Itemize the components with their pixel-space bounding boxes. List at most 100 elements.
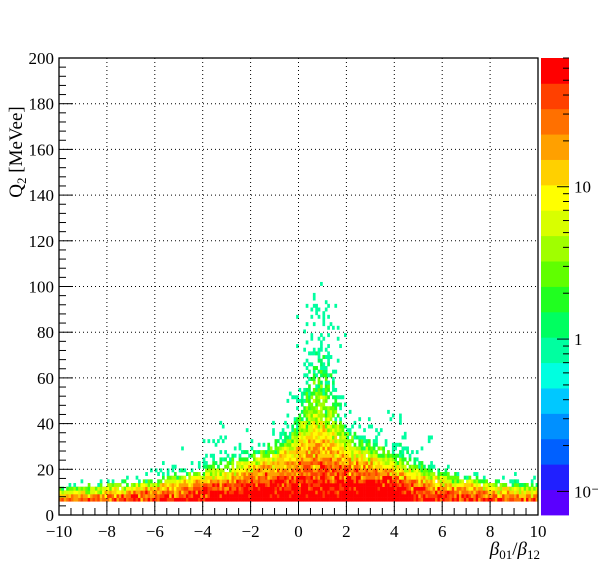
heatmap-cell bbox=[375, 465, 378, 469]
heatmap-cell bbox=[294, 494, 297, 498]
heatmap-cell bbox=[370, 450, 373, 454]
heatmap-cell bbox=[322, 370, 325, 374]
heatmap-cell bbox=[337, 483, 340, 487]
heatmap-cell bbox=[327, 421, 330, 425]
heatmap-cell bbox=[390, 498, 393, 502]
heatmap-cell bbox=[310, 457, 313, 461]
heatmap-cell bbox=[411, 450, 414, 454]
heatmap-cell bbox=[275, 487, 278, 491]
heatmap-cell bbox=[97, 487, 100, 491]
heatmap-cell bbox=[320, 487, 323, 491]
heatmap-cell bbox=[270, 487, 273, 491]
heatmap-cell bbox=[327, 384, 330, 388]
heatmap-cell bbox=[138, 490, 141, 494]
heatmap-cell bbox=[334, 476, 337, 480]
heatmap-cell bbox=[294, 476, 297, 480]
heatmap-cell bbox=[282, 432, 285, 436]
heatmap-cell bbox=[310, 461, 313, 465]
heatmap-cell bbox=[128, 490, 131, 494]
heatmap-cell bbox=[318, 494, 321, 498]
heatmap-cell bbox=[469, 476, 472, 480]
heatmap-cell bbox=[303, 425, 306, 429]
heatmap-cell bbox=[320, 421, 323, 425]
heatmap-cell bbox=[370, 483, 373, 487]
heatmap-cell bbox=[449, 483, 452, 487]
heatmap-cell bbox=[512, 494, 515, 498]
heatmap-cell bbox=[478, 490, 481, 494]
heatmap-cell bbox=[413, 472, 416, 476]
heatmap-cell bbox=[411, 490, 414, 494]
heatmap-cell bbox=[461, 479, 464, 483]
heatmap-cell bbox=[322, 457, 325, 461]
heatmap-cell bbox=[392, 476, 395, 480]
heatmap-cell bbox=[217, 479, 220, 483]
heatmap-cell bbox=[212, 468, 215, 472]
heatmap-cell bbox=[136, 498, 139, 502]
heatmap-cell bbox=[390, 487, 393, 491]
heatmap-cell bbox=[349, 454, 352, 458]
heatmap-cell bbox=[351, 457, 354, 461]
heatmap-cell bbox=[306, 381, 309, 385]
heatmap-cell bbox=[231, 465, 234, 469]
heatmap-cell bbox=[313, 432, 316, 436]
heatmap-cell bbox=[310, 315, 313, 319]
heatmap-cell bbox=[330, 483, 333, 487]
heatmap-cell bbox=[330, 465, 333, 469]
heatmap-cell bbox=[330, 446, 333, 450]
heatmap-cell bbox=[222, 425, 225, 429]
heatmap-cell bbox=[327, 395, 330, 399]
heatmap-cell bbox=[275, 479, 278, 483]
heatmap-cell bbox=[385, 461, 388, 465]
heatmap-cell bbox=[363, 487, 366, 491]
heatmap-cell bbox=[303, 329, 306, 333]
heatmap-cell bbox=[90, 494, 93, 498]
heatmap-cell bbox=[224, 465, 227, 469]
heatmap-cell bbox=[227, 483, 230, 487]
heatmap-cell bbox=[315, 366, 318, 370]
heatmap-cell bbox=[263, 454, 266, 458]
heatmap-cell bbox=[430, 476, 433, 480]
heatmap-cell bbox=[327, 344, 330, 348]
heatmap-cell bbox=[507, 487, 510, 491]
heatmap-cell bbox=[299, 388, 302, 392]
heatmap-cell bbox=[284, 476, 287, 480]
heatmap-cell bbox=[504, 483, 507, 487]
heatmap-cell bbox=[497, 487, 500, 491]
heatmap-cell bbox=[88, 490, 91, 494]
heatmap-cell bbox=[483, 476, 486, 480]
heatmap-cell bbox=[330, 479, 333, 483]
heatmap-cell bbox=[169, 476, 172, 480]
heatmap-cell bbox=[318, 410, 321, 414]
heatmap-cell bbox=[301, 476, 304, 480]
heatmap-cell bbox=[502, 490, 505, 494]
heatmap-cell bbox=[291, 494, 294, 498]
heatmap-cell bbox=[416, 494, 419, 498]
heatmap-cell bbox=[229, 461, 232, 465]
heatmap-cell bbox=[188, 487, 191, 491]
heatmap-cell bbox=[315, 410, 318, 414]
heatmap-cell bbox=[334, 428, 337, 432]
heatmap-cell bbox=[188, 472, 191, 476]
heatmap-cell bbox=[322, 362, 325, 366]
heatmap-cell bbox=[308, 487, 311, 491]
heatmap-cell bbox=[401, 476, 404, 480]
heatmap-cell bbox=[260, 465, 263, 469]
heatmap-cell bbox=[143, 483, 146, 487]
heatmap-cell bbox=[327, 315, 330, 319]
heatmap-cell bbox=[114, 494, 117, 498]
heatmap-cell bbox=[363, 446, 366, 450]
heatmap-cell bbox=[387, 476, 390, 480]
heatmap-cell bbox=[229, 472, 232, 476]
heatmap-cell bbox=[327, 355, 330, 359]
heatmap-cell bbox=[212, 454, 215, 458]
heatmap-cell bbox=[404, 494, 407, 498]
heatmap-cell bbox=[509, 479, 512, 483]
heatmap-cell bbox=[308, 370, 311, 374]
heatmap-cell bbox=[287, 435, 290, 439]
heatmap-cell bbox=[375, 457, 378, 461]
heatmap-cell bbox=[162, 498, 165, 502]
heatmap-cell bbox=[260, 487, 263, 491]
heatmap-cell bbox=[531, 498, 534, 502]
heatmap-cell bbox=[459, 487, 462, 491]
heatmap-cell bbox=[308, 414, 311, 418]
